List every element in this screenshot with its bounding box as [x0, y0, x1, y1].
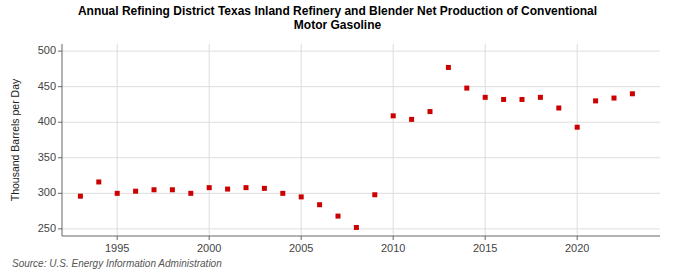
- y-tick-mark: [58, 228, 62, 229]
- data-point: [391, 113, 396, 118]
- source-note: Source: U.S. Energy Information Administ…: [12, 258, 222, 269]
- y-tick-label: 300: [38, 186, 56, 198]
- x-tick-label: 2020: [565, 242, 589, 254]
- data-point: [225, 187, 230, 192]
- y-axis-label: Thousand Barrels per Day: [9, 78, 21, 201]
- data-point: [446, 65, 451, 70]
- y-grid-line: [62, 86, 660, 87]
- x-tick-mark: [485, 236, 486, 240]
- x-tick-mark: [209, 236, 210, 240]
- y-tick-mark: [58, 86, 62, 87]
- grid: [58, 44, 660, 240]
- data-point: [262, 186, 267, 191]
- x-tick-mark: [393, 236, 394, 240]
- data-point: [556, 106, 561, 111]
- x-tick-mark: [577, 236, 578, 240]
- data-point: [299, 194, 304, 199]
- data-point: [336, 214, 341, 219]
- data-point: [501, 97, 506, 102]
- x-grid-line: [485, 44, 486, 236]
- x-tick-label: 2000: [197, 242, 221, 254]
- y-grid-line: [62, 228, 660, 229]
- data-point: [317, 202, 322, 207]
- data-points: [78, 65, 635, 230]
- x-tick-label: 1995: [105, 242, 129, 254]
- x-tick-label: 2015: [473, 242, 497, 254]
- chart-container: 250 300 350 400 450 500 1995 2000 2005 2010 2015 20…: [0, 0, 675, 275]
- data-point: [354, 225, 359, 230]
- data-point: [483, 95, 488, 100]
- y-tick-label: 500: [38, 44, 56, 56]
- y-tick-label: 400: [38, 115, 56, 127]
- y-axis-line: [62, 44, 63, 236]
- x-grid-line: [393, 44, 394, 236]
- data-point: [593, 98, 598, 103]
- y-tick-mark: [58, 51, 62, 52]
- x-tick-label: 2005: [289, 242, 313, 254]
- x-grid-line: [301, 44, 302, 236]
- x-grid-line: [117, 44, 118, 236]
- data-point: [520, 97, 525, 102]
- y-tick-mark: [58, 193, 62, 194]
- data-point: [372, 192, 377, 197]
- y-grid-line: [62, 122, 660, 123]
- x-grid-line: [577, 44, 578, 236]
- data-point: [115, 191, 120, 196]
- y-tick-label: 450: [38, 80, 56, 92]
- data-point: [152, 187, 157, 192]
- y-grid-line: [62, 51, 660, 52]
- y-tick-label: 350: [38, 151, 56, 163]
- x-tick-mark: [117, 236, 118, 240]
- tick-labels: 250 300 350 400 450 500 1995 2000 2005 2010 2015 20…: [38, 44, 590, 254]
- y-tick-label: 250: [38, 222, 56, 234]
- chart-svg: 250 300 350 400 450 500 1995 2000 2005 2010 2015 20…: [0, 0, 675, 275]
- title: Annual Refining District Texas Inland Re…: [78, 4, 597, 32]
- x-tick-label: 2010: [381, 242, 405, 254]
- data-point: [630, 91, 635, 96]
- data-point: [280, 191, 285, 196]
- data-point: [96, 179, 101, 184]
- y-tick-mark: [58, 157, 62, 158]
- data-point: [188, 191, 193, 196]
- data-point: [409, 117, 414, 122]
- data-point: [78, 194, 83, 199]
- data-point: [244, 185, 249, 190]
- data-point: [538, 95, 543, 100]
- x-grid-line: [209, 44, 210, 236]
- data-point: [612, 96, 617, 101]
- data-point: [207, 185, 212, 190]
- y-tick-mark: [58, 122, 62, 123]
- y-grid-line: [62, 193, 660, 194]
- data-point: [428, 109, 433, 114]
- x-tick-mark: [301, 236, 302, 240]
- x-axis-line: [62, 236, 660, 237]
- y-grid-line: [62, 157, 660, 158]
- data-point: [170, 187, 175, 192]
- data-point: [575, 125, 580, 130]
- plot-background: [62, 44, 660, 236]
- data-point: [133, 189, 138, 194]
- data-point: [464, 86, 469, 91]
